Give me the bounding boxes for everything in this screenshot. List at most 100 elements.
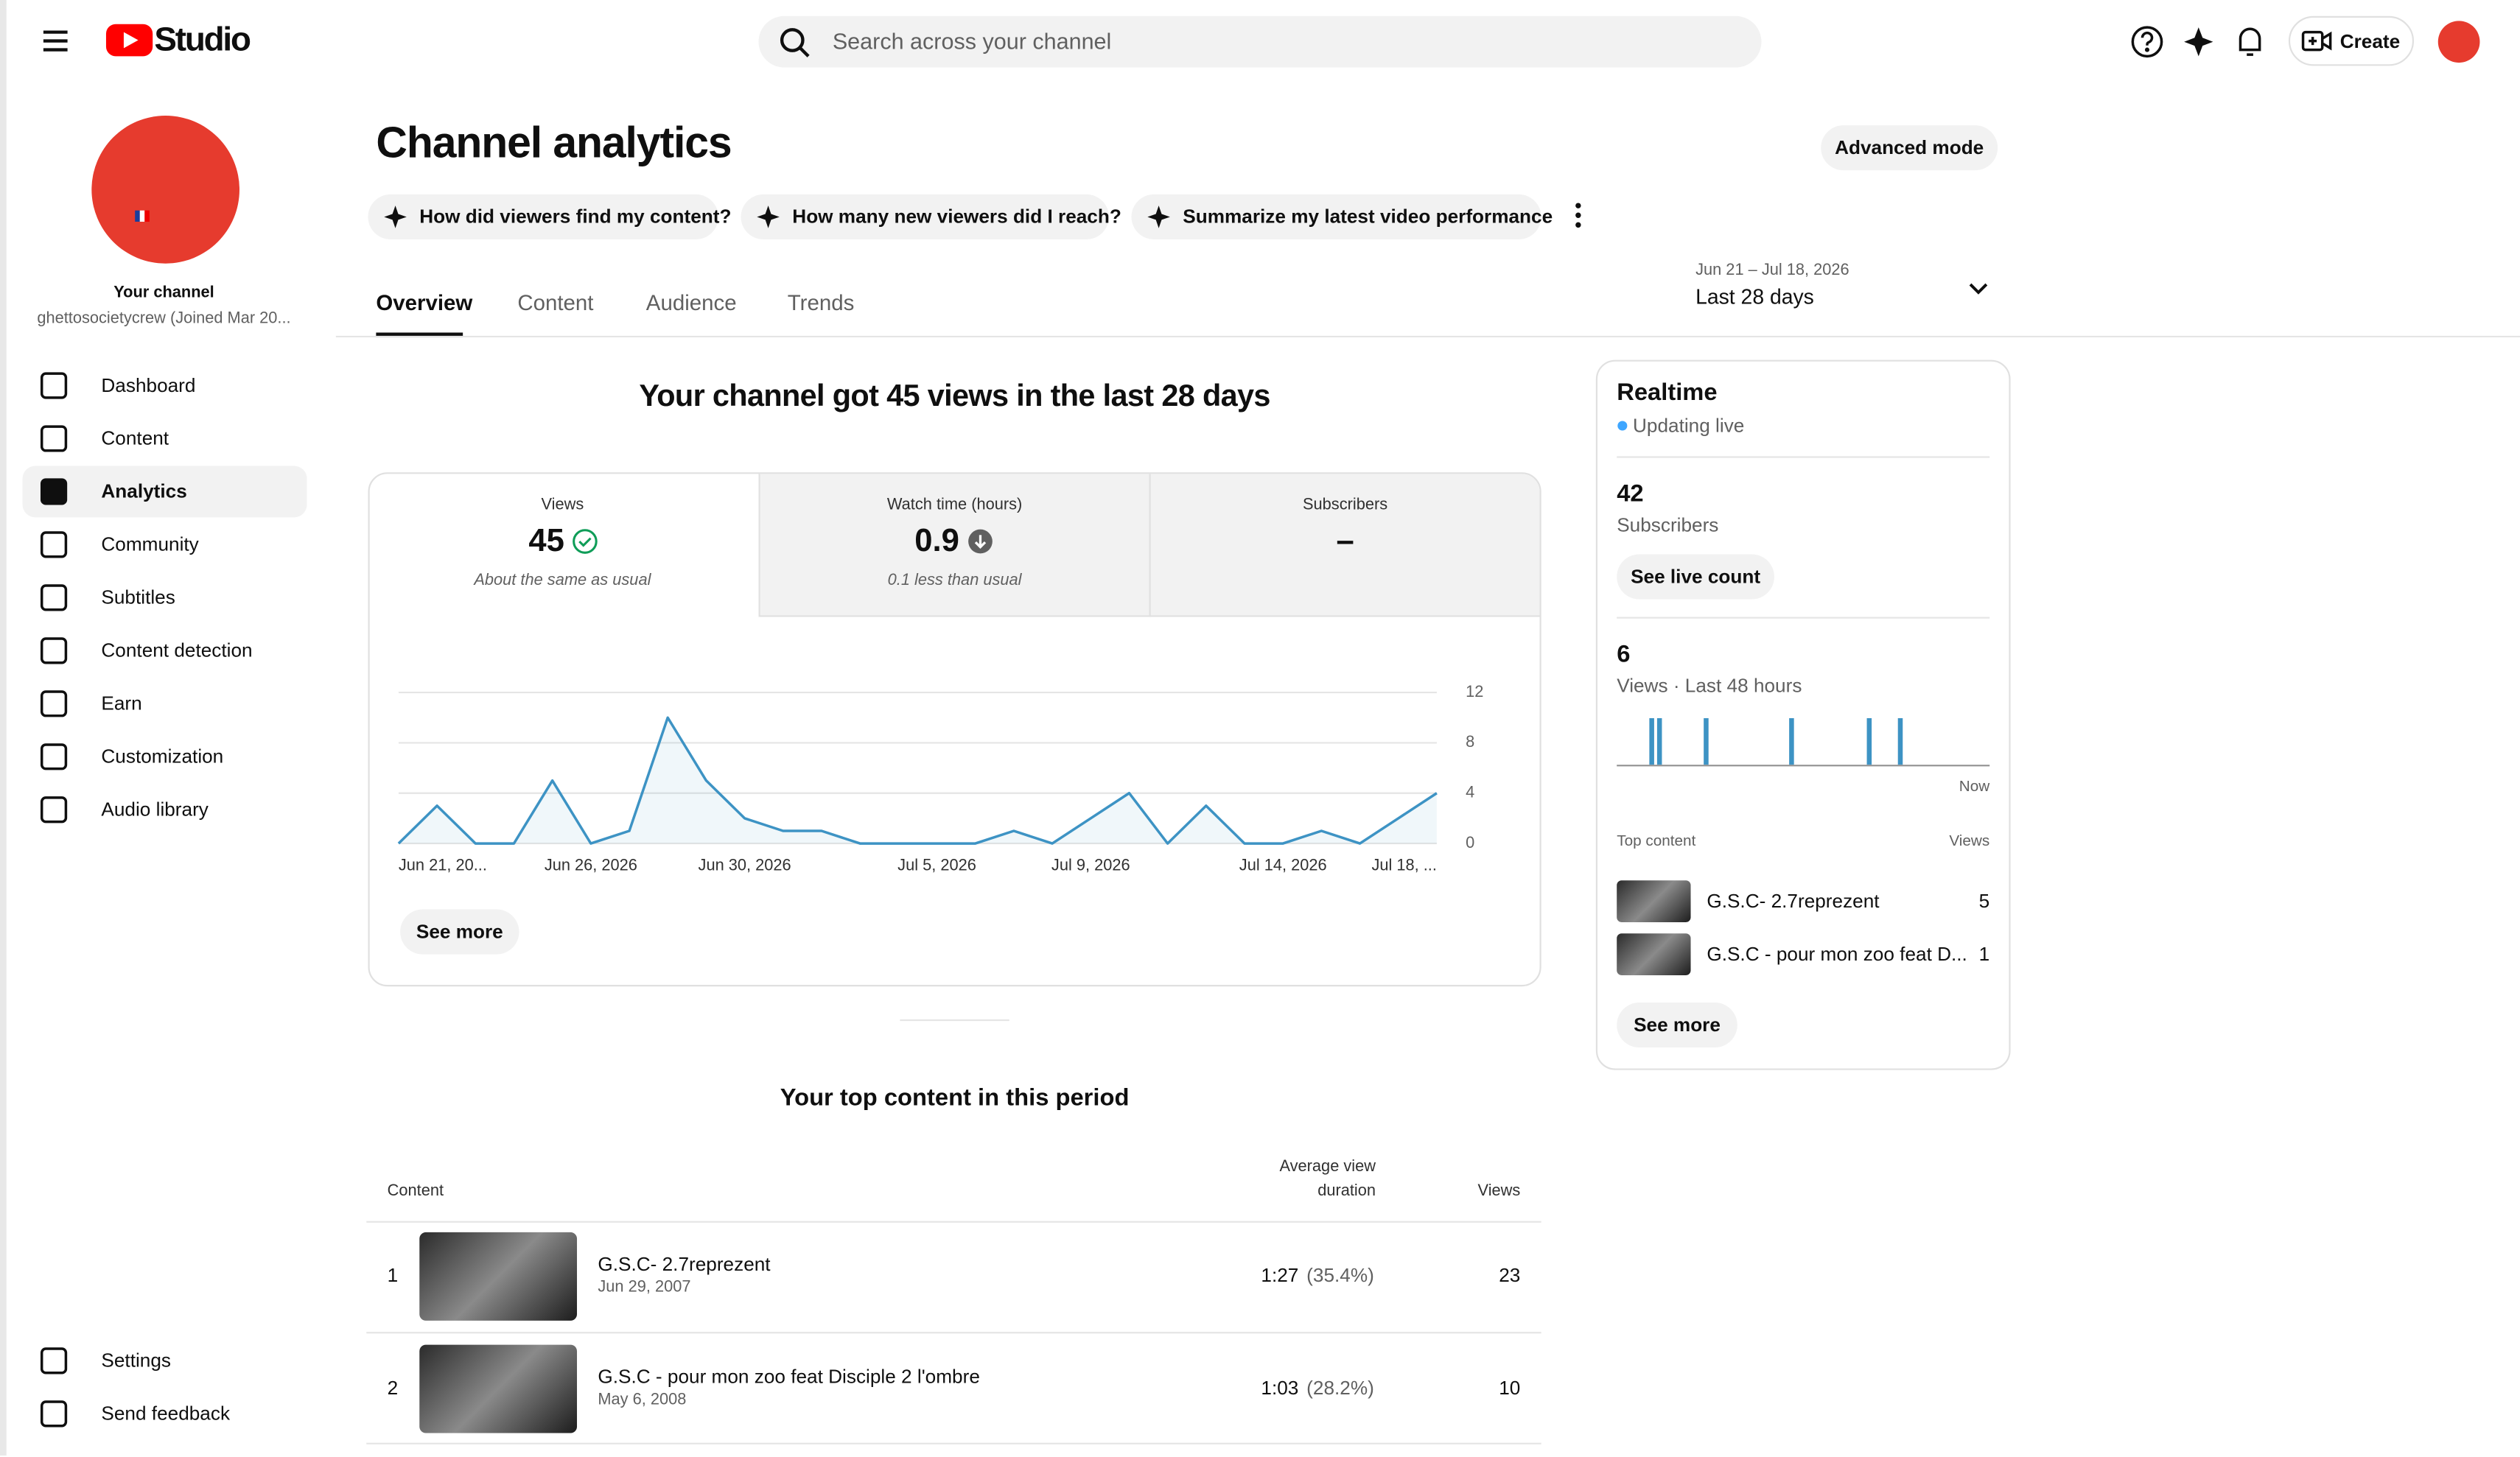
search-box[interactable] bbox=[758, 15, 1762, 68]
logo-play bbox=[123, 32, 139, 49]
page-title: Channel analytics bbox=[376, 118, 732, 167]
see-live-count-button[interactable] bbox=[1617, 554, 1774, 600]
video-thumbnail[interactable] bbox=[419, 1344, 578, 1433]
nav-item[interactable]: Content detection bbox=[101, 639, 253, 662]
channel-handle: ghettosocietycrew (Joined Mar 20... bbox=[37, 309, 291, 328]
nav-item[interactable]: Customization bbox=[101, 745, 224, 768]
tab[interactable]: Overview bbox=[376, 290, 473, 315]
nav-item[interactable]: Earn bbox=[101, 692, 142, 715]
see-live-count-button-label: See live count bbox=[1631, 565, 1761, 588]
date-period[interactable]: Last 28 days bbox=[1695, 284, 1814, 309]
realtime-x-label: Now bbox=[1959, 778, 1990, 796]
realtime-subscribers: 42 bbox=[1617, 480, 1644, 508]
nav-icon bbox=[40, 425, 68, 452]
nav-item[interactable]: Subtitles bbox=[101, 586, 175, 609]
menu-icon[interactable] bbox=[43, 30, 68, 52]
nav-active-bg bbox=[22, 466, 307, 518]
tab[interactable]: Audience bbox=[645, 290, 737, 315]
realtime-views-label: Views · Last 48 hours bbox=[1617, 674, 1802, 698]
prompt-chip[interactable] bbox=[1131, 194, 1541, 239]
tab-underline bbox=[376, 332, 463, 338]
realtime-views-header: Views bbox=[1949, 832, 1990, 851]
prompt-chip[interactable] bbox=[368, 194, 718, 239]
metric-value: 0.9 bbox=[914, 524, 959, 560]
section-title: Your top content in this period bbox=[780, 1084, 1130, 1112]
date-range: Jun 21 – Jul 18, 2026 bbox=[1695, 261, 1849, 280]
logo-text: Studio bbox=[154, 21, 251, 59]
column-header: Average view duration bbox=[1279, 1158, 1376, 1201]
metric-label[interactable]: Watch time (hours) bbox=[886, 496, 1023, 514]
see-more-button[interactable] bbox=[1617, 1003, 1737, 1048]
row-divider bbox=[366, 1221, 1541, 1223]
realtime-subscribers-label: Subscribers bbox=[1617, 513, 1719, 537]
video-thumbnail[interactable] bbox=[1617, 880, 1691, 922]
column-header: Views bbox=[1477, 1182, 1521, 1201]
prompt-label: How many new viewers did I reach? bbox=[792, 205, 1121, 228]
flag-white bbox=[139, 210, 145, 222]
avg-view-percent: (35.4%) bbox=[1306, 1264, 1374, 1287]
realtime-card bbox=[1595, 359, 2011, 1070]
avg-view-duration: 1:27 bbox=[1261, 1264, 1299, 1287]
video-views: 5 bbox=[1978, 889, 1990, 913]
video-date: May 6, 2008 bbox=[598, 1391, 687, 1409]
video-title[interactable]: G.S.C- 2.7reprezent bbox=[1707, 889, 1880, 913]
search-placeholder: Search across your channel bbox=[832, 28, 1112, 55]
bell-icon[interactable] bbox=[2239, 27, 2261, 56]
video-title[interactable]: G.S.C - pour mon zoo feat Disciple 2 l'o… bbox=[598, 1365, 980, 1388]
nav-icon bbox=[40, 372, 68, 399]
help-icon[interactable] bbox=[2131, 26, 2163, 58]
prompt-chip[interactable] bbox=[741, 194, 1109, 239]
video-views: 10 bbox=[1499, 1376, 1521, 1400]
nav-item[interactable]: Content bbox=[101, 426, 169, 450]
avatar-text: 100K VIEWS bbox=[118, 183, 213, 201]
nav-icon bbox=[40, 584, 68, 611]
video-title[interactable]: G.S.C - pour mon zoo feat D... bbox=[1707, 942, 1967, 966]
see-more-button[interactable] bbox=[400, 909, 519, 955]
nav-item[interactable]: Dashboard bbox=[101, 373, 196, 397]
realtime-divider bbox=[1617, 456, 1990, 458]
video-title[interactable]: G.S.C- 2.7reprezent bbox=[598, 1252, 771, 1276]
realtime-divider bbox=[1617, 617, 1990, 619]
video-thumbnail[interactable] bbox=[419, 1232, 578, 1321]
nav-item[interactable]: Audio library bbox=[101, 798, 209, 821]
column-header: Content bbox=[387, 1182, 444, 1201]
tab[interactable]: Trends bbox=[787, 290, 855, 315]
nav-icon bbox=[40, 743, 68, 770]
nav-icon bbox=[40, 796, 68, 824]
metric-label[interactable]: Subscribers bbox=[1303, 496, 1388, 514]
row-divider bbox=[366, 1442, 1541, 1444]
ai-icon[interactable] bbox=[2184, 27, 2213, 57]
metric-label[interactable]: Views bbox=[541, 496, 584, 514]
logo-mark[interactable] bbox=[105, 24, 153, 57]
nav-icon bbox=[40, 1400, 68, 1428]
realtime-views: 6 bbox=[1617, 641, 1631, 669]
video-date: Jun 29, 2007 bbox=[598, 1279, 691, 1297]
metric-value: – bbox=[1336, 524, 1354, 560]
create-button[interactable] bbox=[2288, 15, 2415, 66]
nav-item[interactable]: Community bbox=[101, 533, 199, 556]
advanced-mode-button[interactable] bbox=[1821, 125, 1998, 171]
row-rank: 2 bbox=[387, 1376, 399, 1400]
summary-headline: Your channel got 45 views in the last 28… bbox=[639, 380, 1270, 414]
more-icon[interactable] bbox=[1575, 203, 1581, 228]
video-views: 23 bbox=[1499, 1264, 1521, 1287]
nav-icon bbox=[40, 690, 68, 717]
video-thumbnail[interactable] bbox=[1617, 933, 1691, 975]
see-more-button-label: See more bbox=[1634, 1013, 1721, 1036]
metric-note: 0.1 less than usual bbox=[887, 572, 1022, 590]
window-edge bbox=[0, 0, 7, 1456]
row-rank: 1 bbox=[387, 1264, 399, 1287]
your-channel: Your channel bbox=[113, 284, 214, 303]
row-divider bbox=[366, 1332, 1541, 1334]
date-chevron[interactable] bbox=[1969, 283, 1988, 295]
realtime-status: Updating live bbox=[1633, 414, 1745, 437]
nav-icon bbox=[40, 1347, 68, 1375]
avg-view-duration: 1:03 bbox=[1261, 1376, 1299, 1400]
account-avatar[interactable] bbox=[2437, 21, 2480, 63]
nav-item[interactable]: Send feedback bbox=[101, 1402, 231, 1425]
nav-item[interactable]: Analytics bbox=[101, 480, 187, 503]
avatar-text: 2007 bbox=[130, 151, 202, 187]
tab[interactable]: Content bbox=[517, 290, 594, 315]
nav-item[interactable]: Settings bbox=[101, 1349, 171, 1372]
